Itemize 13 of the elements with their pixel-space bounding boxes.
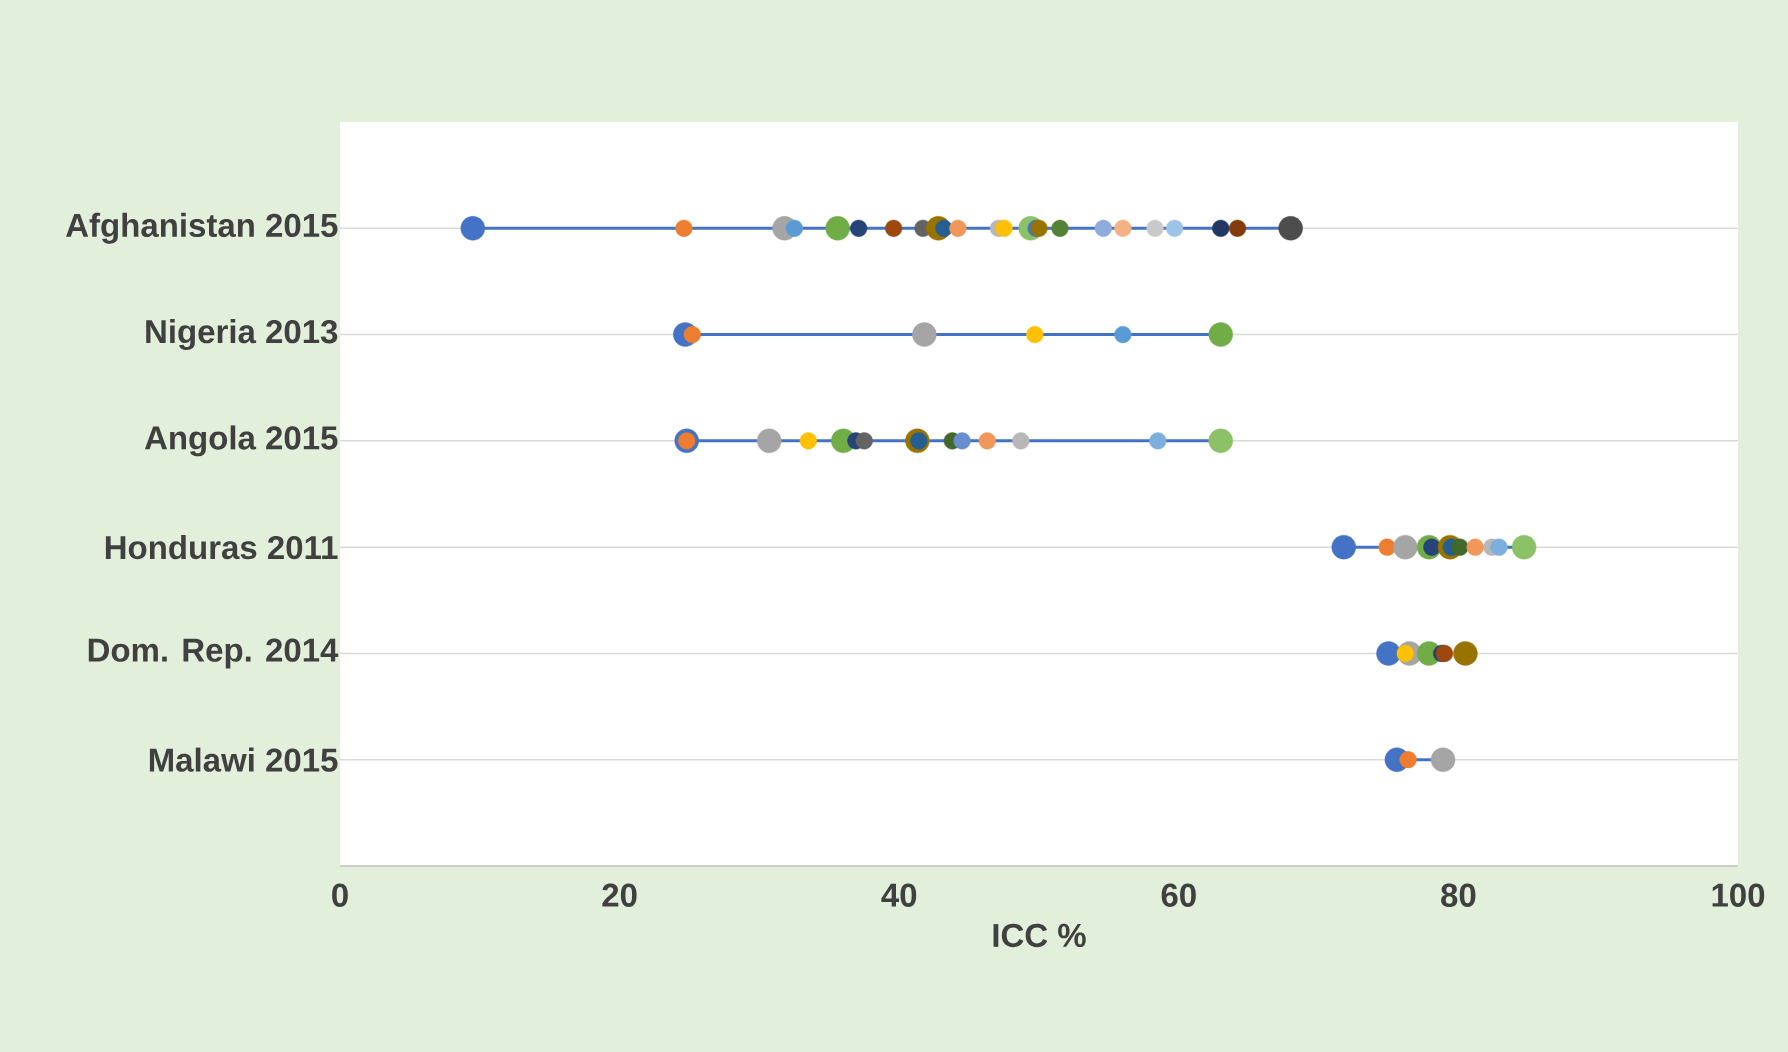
x-tick-label: 0 — [332, 883, 348, 907]
x-tick-label: 80 — [1441, 883, 1476, 907]
x-tick-label: 20 — [602, 883, 637, 907]
x-tick-label: 60 — [1161, 883, 1196, 907]
x-tick-label: 100 — [1712, 883, 1765, 907]
y-tick-label: Afghanistan 2015 — [66, 212, 338, 244]
x-axis-title: ICC % — [993, 923, 1086, 948]
y-tick-label: Dom. Rep. 2014 — [88, 638, 339, 669]
y-tick-label: Angola 2015 — [144, 425, 338, 457]
y-tick-label: Nigeria 2013 — [146, 319, 338, 351]
x-tick-label: 40 — [881, 883, 917, 907]
y-tick-label: Honduras 2011 — [105, 535, 338, 560]
y-tick-label: Malawi 2015 — [149, 747, 338, 772]
